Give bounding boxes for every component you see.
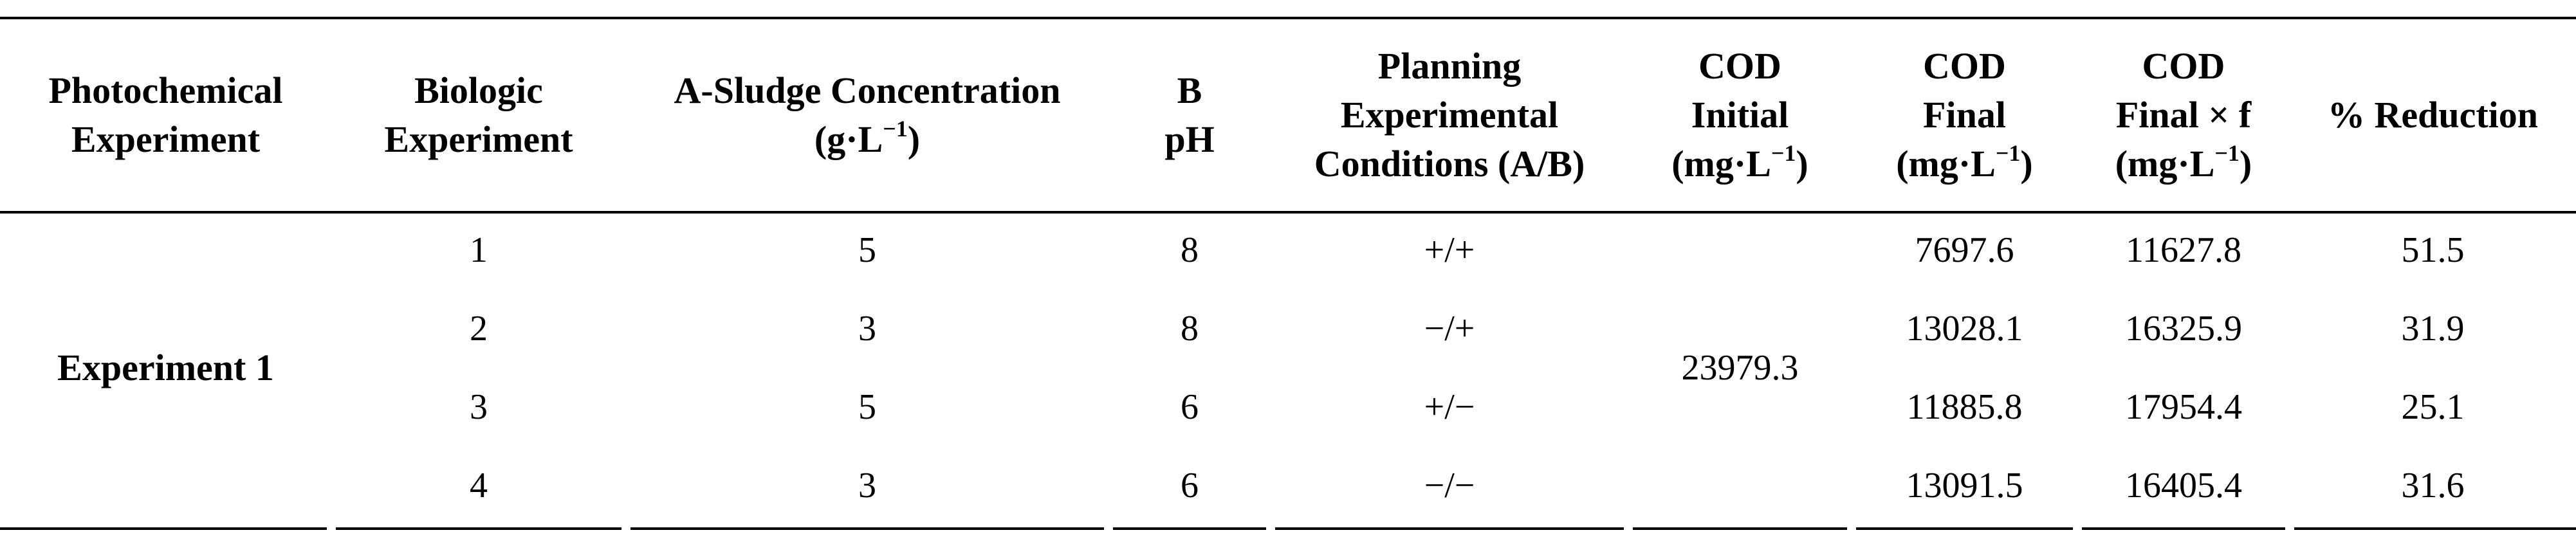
rule-gap: [2285, 526, 2294, 531]
cod-final-cell: 11885.8: [1906, 387, 2023, 427]
cod-final-f-cell: 17954.4: [2125, 387, 2242, 427]
unit-label: (mg·L−1): [2115, 140, 2252, 185]
rule-gap: [1847, 526, 1856, 531]
unit-label: (mg·L−1): [1671, 140, 1808, 185]
ph-cell: 6: [1181, 387, 1199, 427]
header-bottom-rule: [0, 211, 2576, 214]
reduction-cell: 51.5: [2401, 230, 2465, 270]
table-row: 3 5 6 +/− 11885.8 17954.4 25.1: [0, 368, 2576, 446]
unit-label: (mg·L−1): [1896, 140, 2033, 185]
table-top-rule: [0, 17, 2576, 19]
rule-gap: [1624, 526, 1633, 531]
header-sludge-concentration: A-Sludge Concentration (g·L−1): [626, 19, 1109, 211]
biologic-cell: 2: [470, 309, 488, 349]
cod-final-cell: 13091.5: [1906, 466, 2023, 505]
header-cod-initial: COD Initial (mg·L−1): [1628, 19, 1852, 211]
ph-cell: 8: [1181, 230, 1199, 270]
cod-final-cell: 7697.6: [1915, 230, 2014, 270]
ph-cell: 8: [1181, 309, 1199, 349]
unit-label: (g·L−1): [814, 115, 921, 160]
cod-final-f-cell: 11627.8: [2126, 230, 2241, 270]
rule-gap: [1104, 526, 1113, 531]
sludge-cell: 3: [858, 466, 876, 505]
sludge-cell: 5: [858, 387, 876, 427]
header-ph: B pH: [1164, 69, 1215, 160]
header-row: Photochemical Experiment Biologic Experi…: [0, 19, 2576, 211]
rule-gap: [327, 526, 336, 531]
table-bottom-rule: [0, 527, 2576, 530]
header-photochemical-experiment: Photochemical Experiment: [48, 69, 283, 160]
header-cod-final-f: COD Final × f (mg·L−1): [2077, 19, 2290, 211]
cod-initial-cell: 23979.3: [1681, 348, 1799, 388]
reduction-cell: 31.9: [2401, 309, 2465, 349]
header-reduction: % Reduction: [2327, 94, 2539, 136]
cod-final-f-cell: 16405.4: [2125, 466, 2242, 505]
photochemical-experiment-cell: Experiment 1: [57, 347, 274, 388]
cod-final-f-cell: 16325.9: [2125, 309, 2242, 349]
reduction-cell: 31.6: [2401, 466, 2465, 505]
reduction-cell: 25.1: [2401, 387, 2465, 427]
sludge-cell: 5: [858, 230, 876, 270]
biologic-cell: 3: [470, 387, 488, 427]
results-table: Photochemical Experiment Biologic Experi…: [0, 19, 2576, 525]
header-planning-conditions: Planning Experimental Conditions (A/B): [1314, 45, 1585, 185]
rule-gap: [1266, 526, 1275, 531]
planning-cell: +/+: [1424, 230, 1475, 270]
table-row: 2 3 8 −/+ 13028.1 16325.9 31.9: [0, 289, 2576, 368]
rule-gap: [2073, 526, 2082, 531]
planning-cell: −/+: [1424, 309, 1475, 349]
biologic-cell: 4: [470, 466, 488, 505]
sludge-cell: 3: [858, 309, 876, 349]
biologic-cell: 1: [470, 230, 488, 270]
header-biologic-experiment: Biologic Experiment: [384, 69, 573, 160]
rule-gap: [621, 526, 630, 531]
header-cod-final: COD Final (mg·L−1): [1852, 19, 2077, 211]
table-row: 4 3 6 −/− 13091.5 16405.4 31.6: [0, 446, 2576, 525]
cod-final-cell: 13028.1: [1906, 309, 2023, 349]
planning-cell: −/−: [1424, 466, 1475, 505]
table-row: Experiment 1 1 5 8 +/+ 23979.3 7697.6 11…: [0, 211, 2576, 388]
planning-cell: +/−: [1424, 387, 1475, 427]
ph-cell: 6: [1181, 466, 1199, 505]
